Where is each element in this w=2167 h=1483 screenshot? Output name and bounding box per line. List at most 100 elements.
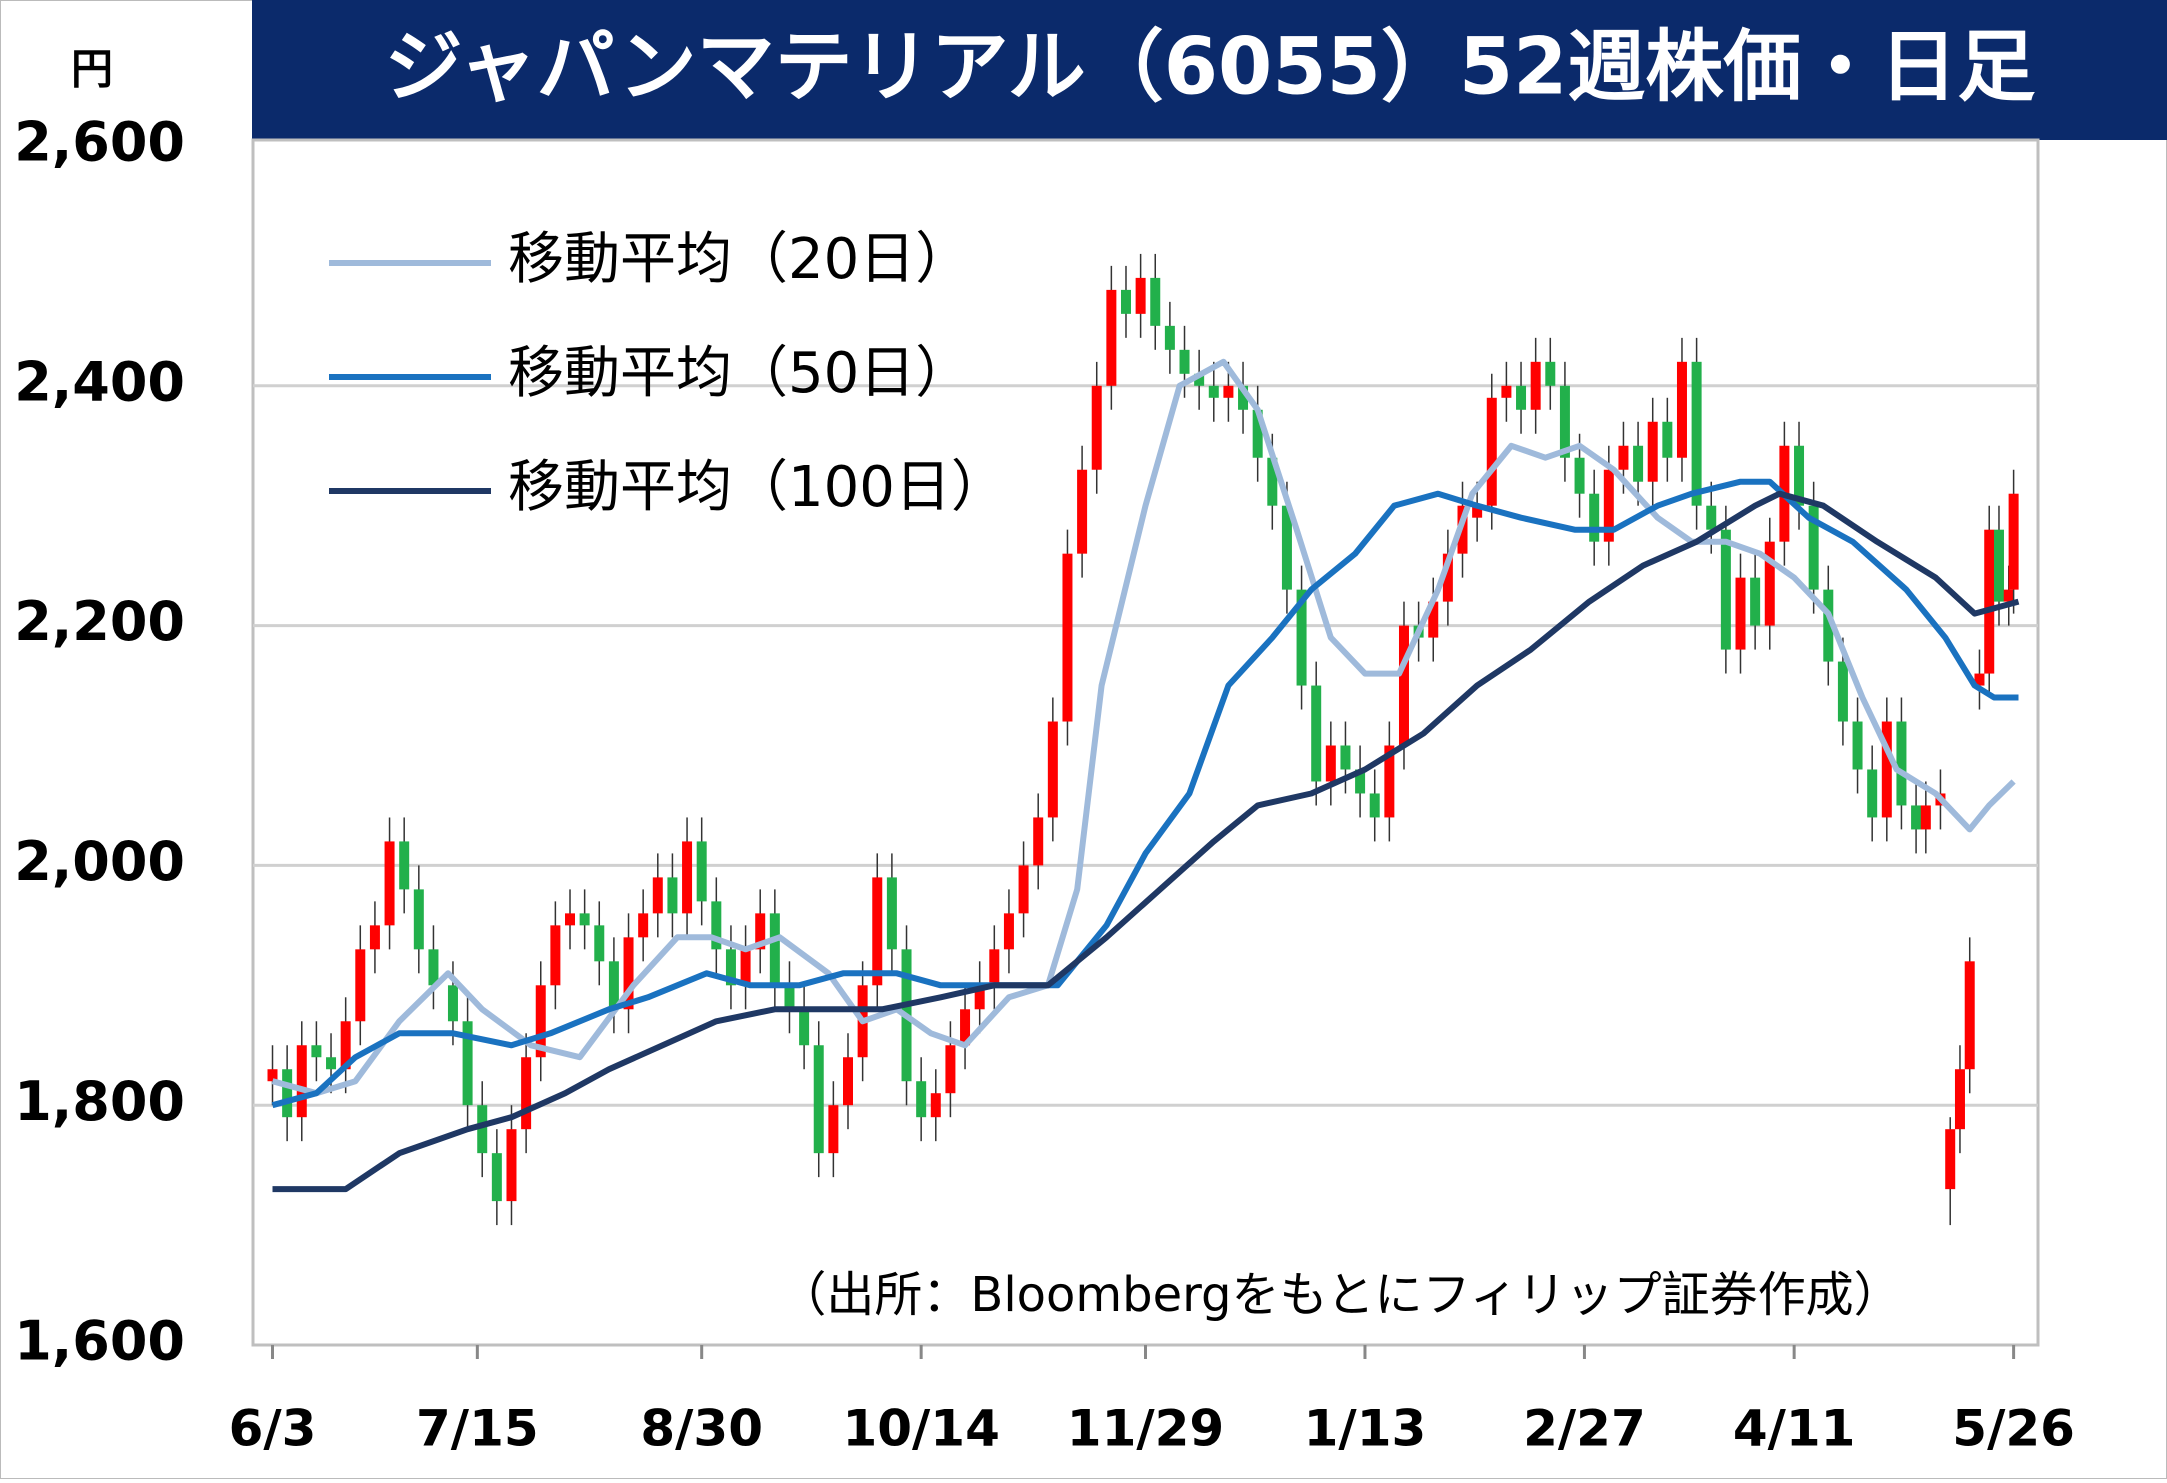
legend-label: 移動平均（50日） <box>508 341 971 406</box>
candle-body <box>886 877 897 950</box>
candle-body <box>399 841 410 890</box>
candle-body <box>1691 361 1702 506</box>
candle-body <box>1267 457 1278 506</box>
candle-body <box>799 1009 810 1046</box>
candle-body <box>1340 745 1351 770</box>
candle-body <box>369 925 380 950</box>
candle-body <box>326 1057 337 1070</box>
candle-body <box>740 949 751 986</box>
candle-body <box>1003 913 1014 950</box>
candle-body <box>667 877 678 914</box>
candle-body <box>477 1105 488 1154</box>
candle-body <box>447 985 458 1022</box>
candle-body <box>1823 589 1834 662</box>
candle-body <box>872 877 883 986</box>
candle-body <box>1618 445 1629 470</box>
x-tick-label: 8/30 <box>640 1400 763 1458</box>
candle-body <box>1164 325 1175 350</box>
candle-body <box>1867 769 1878 818</box>
x-tick-label: 7/15 <box>416 1400 539 1458</box>
legend-label: 移動平均（100日） <box>508 455 1007 520</box>
candle-body <box>1208 385 1219 398</box>
candle-body <box>1589 493 1600 542</box>
candle-body <box>1662 421 1673 458</box>
candle-body <box>1574 457 1585 494</box>
x-tick-label: 5/26 <box>1952 1400 2075 1458</box>
candle-body <box>1603 469 1614 542</box>
candle-body <box>1194 373 1205 386</box>
candle-body <box>594 925 605 962</box>
candle-body <box>725 949 736 986</box>
candle-body <box>1384 745 1395 818</box>
candle-body <box>1881 721 1892 818</box>
candle-body <box>1706 505 1717 530</box>
candle-body <box>960 1009 971 1046</box>
candle-body <box>828 1105 839 1154</box>
candle-body <box>1472 505 1483 518</box>
candle-body <box>1281 505 1292 590</box>
y-tick-label: 2,000 <box>14 830 185 893</box>
candle-body <box>682 841 693 914</box>
candle-body <box>1808 505 1819 590</box>
candle-body <box>1296 589 1307 686</box>
x-tick-label: 2/27 <box>1523 1400 1646 1458</box>
candle-body <box>1920 805 1931 830</box>
candle-body <box>1369 793 1380 818</box>
candle-body <box>1033 817 1044 866</box>
candle-body <box>1911 805 1922 830</box>
candle-body <box>1355 769 1366 794</box>
candle-body <box>521 1057 532 1130</box>
candle-body <box>1135 277 1146 314</box>
y-tick-label: 2,600 <box>14 111 185 174</box>
title-bar <box>252 0 2167 140</box>
candle-body <box>1984 529 1995 674</box>
candle-body <box>843 1057 853 1106</box>
candle-body <box>1993 529 2004 602</box>
candle-body <box>1150 277 1161 326</box>
candle-body <box>1018 865 1029 914</box>
moving-average-line <box>272 490 2020 1193</box>
candle-body <box>282 1069 293 1118</box>
candle-body <box>1047 721 1058 818</box>
candle-body <box>1077 469 1088 554</box>
x-tick-label: 11/29 <box>1067 1400 1224 1458</box>
candle-body <box>1516 385 1527 410</box>
candle-body <box>462 1021 473 1106</box>
candle-body <box>1442 553 1453 602</box>
candle-body <box>1238 385 1249 410</box>
candle-body <box>1179 349 1190 374</box>
candle-body <box>1501 385 1512 398</box>
candle-body <box>652 877 663 914</box>
candle-body <box>491 1153 502 1202</box>
candle-body <box>1974 673 1985 686</box>
candle-body <box>2008 493 2019 590</box>
x-tick-label: 10/14 <box>842 1400 999 1458</box>
candle-body <box>1647 421 1658 482</box>
candle-body <box>1398 625 1409 746</box>
candle-body <box>945 1045 956 1094</box>
candle-body <box>608 961 619 1010</box>
legend-label: 移動平均（20日） <box>508 227 971 292</box>
candle-body <box>506 1129 517 1202</box>
candle-body <box>579 913 590 926</box>
candle-body <box>1945 1129 1956 1190</box>
plot-area <box>251 138 2040 1347</box>
candle-body <box>384 841 395 926</box>
candle-body <box>930 1093 941 1118</box>
candle-body <box>623 937 634 1010</box>
candle-body <box>413 889 424 950</box>
x-tick-label: 4/11 <box>1733 1400 1856 1458</box>
candle-body <box>813 1045 824 1154</box>
candle-body <box>1428 601 1439 638</box>
x-tick-label: 6/3 <box>229 1400 317 1458</box>
candle-body <box>696 841 707 902</box>
y-tick-label: 2,400 <box>14 350 185 413</box>
candle-body <box>1106 289 1117 386</box>
candle-body <box>974 985 985 1010</box>
candle-body <box>1720 529 1731 650</box>
candle-body <box>1954 1069 1965 1130</box>
candle-body <box>1837 661 1848 722</box>
candle-body <box>1735 577 1746 650</box>
candle-body <box>1559 385 1570 458</box>
